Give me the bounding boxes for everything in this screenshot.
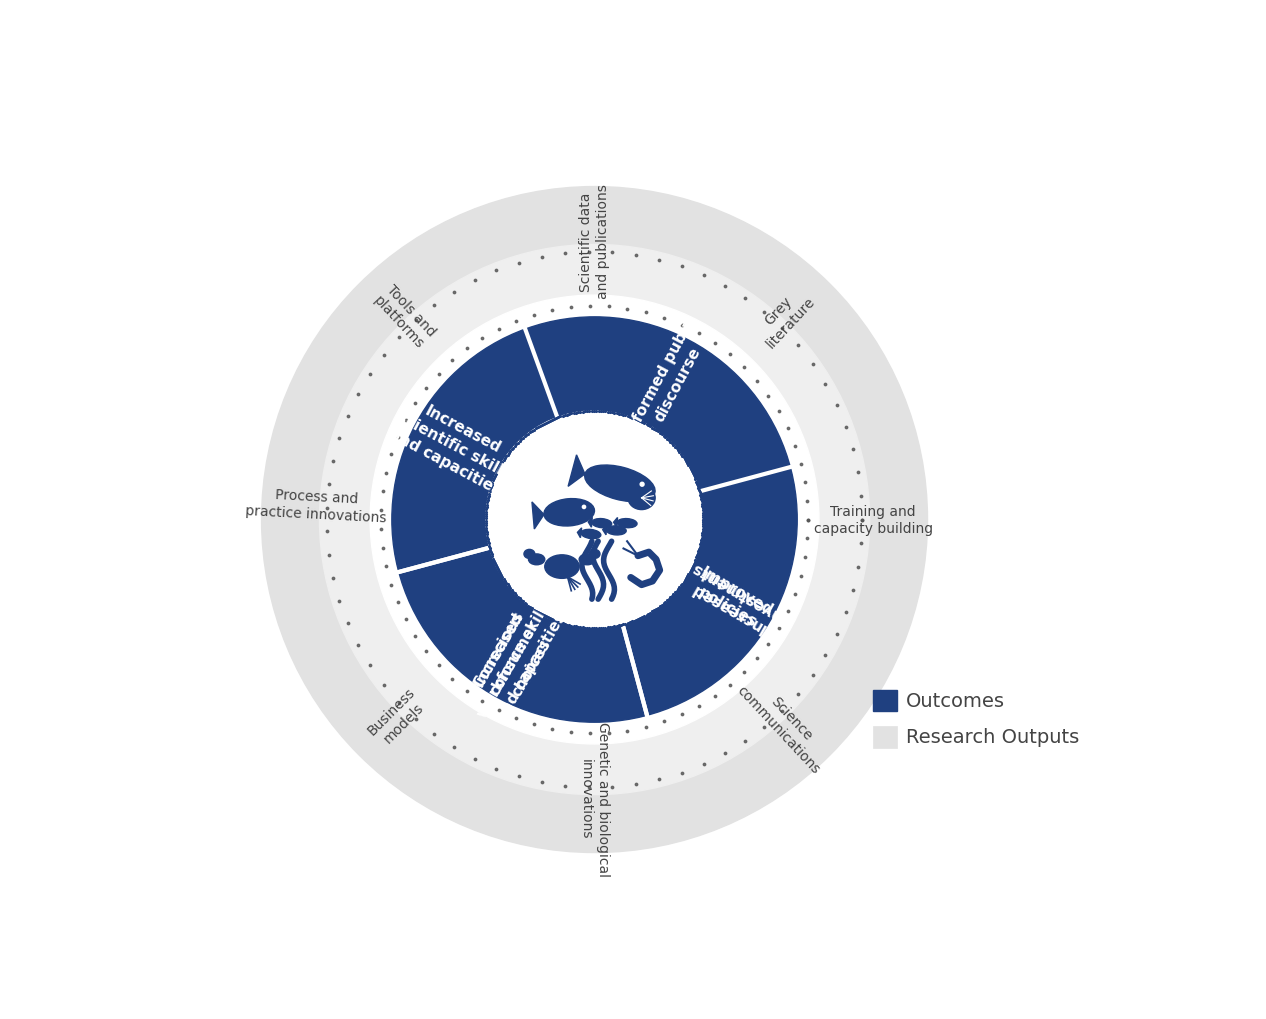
Text: Business
models: Business models <box>365 685 430 749</box>
Circle shape <box>392 318 798 722</box>
Polygon shape <box>589 518 592 528</box>
Circle shape <box>370 296 819 744</box>
Circle shape <box>486 412 703 629</box>
Ellipse shape <box>617 519 637 528</box>
Ellipse shape <box>628 486 656 511</box>
Text: Increased
workforce skills
and capacities: Increased workforce skills and capacitie… <box>458 587 571 730</box>
Ellipse shape <box>579 554 595 566</box>
Polygon shape <box>532 502 544 530</box>
Text: Tools and
platforms: Tools and platforms <box>371 281 438 352</box>
FancyBboxPatch shape <box>874 727 896 748</box>
Text: Informed public
discourse: Informed public discourse <box>623 312 715 447</box>
Ellipse shape <box>589 550 600 558</box>
Text: Grey
literature: Grey literature <box>751 282 818 351</box>
Text: Science
communications: Science communications <box>734 672 836 776</box>
Circle shape <box>262 187 928 853</box>
Circle shape <box>641 483 644 487</box>
Text: Process and
practice innovations: Process and practice innovations <box>244 486 387 525</box>
Text: Increased
investments: Increased investments <box>679 558 787 641</box>
Ellipse shape <box>581 530 601 539</box>
Text: Conscious
consumer
choices: Conscious consumer choices <box>471 607 560 708</box>
Ellipse shape <box>544 499 595 527</box>
Text: Outcomes: Outcomes <box>905 691 1005 710</box>
Ellipse shape <box>528 554 544 566</box>
Circle shape <box>582 505 586 510</box>
Text: Scientific data
and publications: Scientific data and publications <box>579 184 610 299</box>
Ellipse shape <box>591 519 611 528</box>
FancyBboxPatch shape <box>874 690 896 711</box>
Text: Training and
capacity building: Training and capacity building <box>814 504 933 536</box>
Polygon shape <box>577 528 581 538</box>
Ellipse shape <box>585 466 655 502</box>
Polygon shape <box>614 518 618 528</box>
Polygon shape <box>568 455 585 487</box>
Text: Genetic and biological
innovations: Genetic and biological innovations <box>579 721 610 876</box>
Ellipse shape <box>544 555 579 579</box>
Text: Research Outputs: Research Outputs <box>905 728 1079 747</box>
Circle shape <box>319 246 870 795</box>
Text: Increased
scientific skills
and capacities: Increased scientific skills and capaciti… <box>386 392 522 498</box>
Text: Improved
policies: Improved policies <box>689 565 776 635</box>
Ellipse shape <box>606 527 627 535</box>
Ellipse shape <box>524 550 534 558</box>
Polygon shape <box>603 526 606 535</box>
